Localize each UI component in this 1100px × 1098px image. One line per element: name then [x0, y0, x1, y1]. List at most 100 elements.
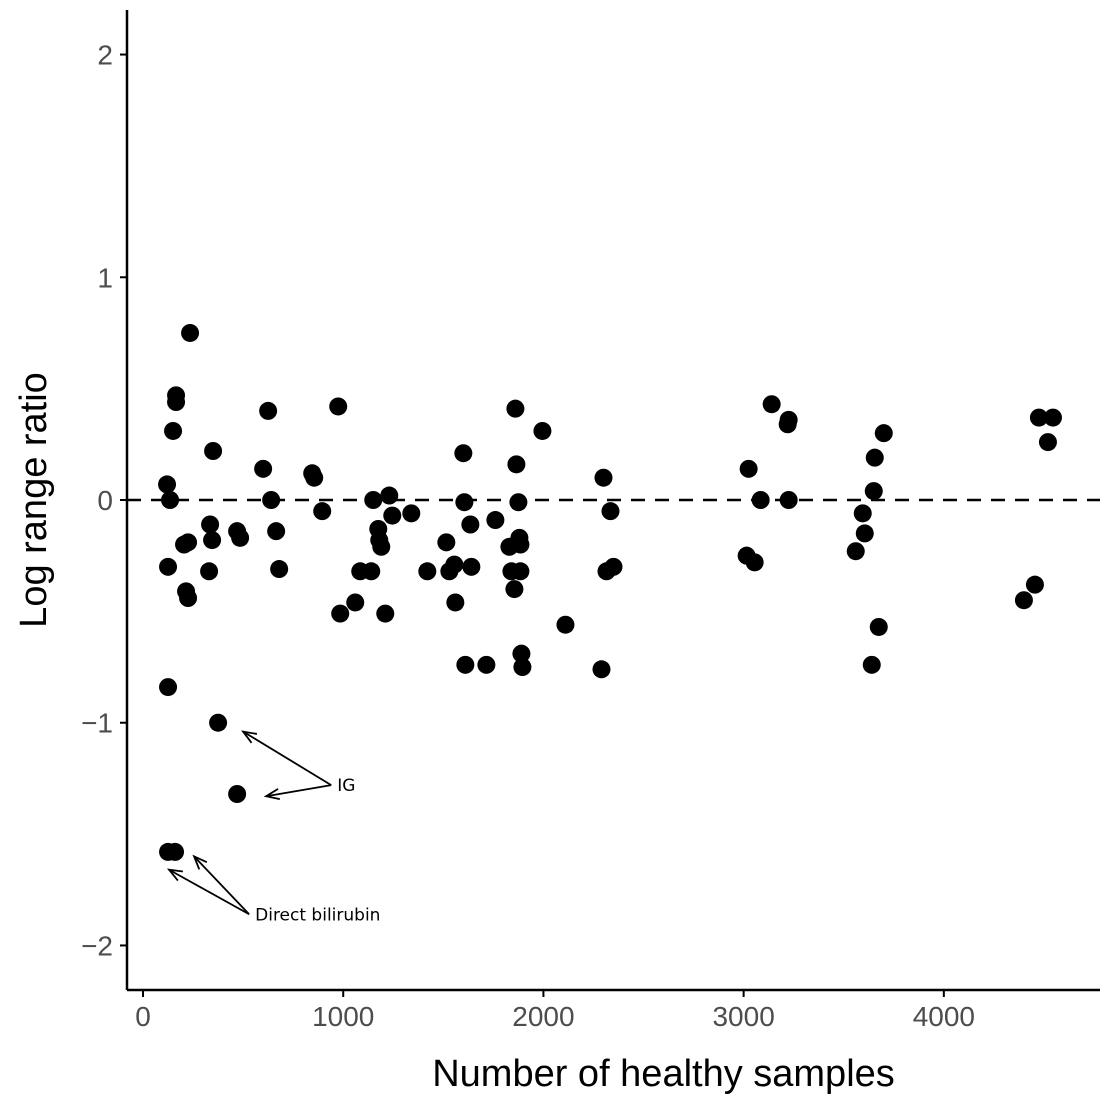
data-point: [181, 323, 200, 342]
data-point: [161, 491, 180, 509]
data-point: [1014, 591, 1033, 610]
x-axis-title: Number of healthy samples: [432, 1053, 895, 1095]
data-point: [505, 580, 524, 599]
annotation-arrow: [242, 730, 332, 786]
x-tick-label: 2000: [512, 1001, 574, 1032]
y-tick-label: 1: [97, 262, 113, 293]
data-point: [511, 562, 530, 581]
data-point: [402, 504, 421, 523]
data-point: [418, 562, 437, 581]
data-point: [446, 593, 465, 612]
data-point: [862, 655, 881, 674]
data-point: [267, 522, 286, 541]
data-point: [204, 442, 223, 460]
data-point: [1038, 433, 1057, 452]
annotation-arrowhead: [263, 788, 281, 801]
data-point: [305, 468, 324, 487]
data-point: [865, 448, 884, 467]
x-tick-label: 4000: [913, 1001, 975, 1032]
data-point: [751, 491, 770, 509]
y-ticks: −2 −1 0 1 2: [81, 40, 127, 961]
data-point: [1025, 575, 1044, 594]
annotation-label: IG: [337, 776, 355, 796]
data-point: [1029, 408, 1048, 427]
data-point: [511, 535, 530, 554]
data-point: [556, 615, 575, 634]
annotation-arrow: [193, 855, 250, 915]
data-point: [779, 491, 798, 509]
data-point: [331, 604, 350, 623]
annotation-layer: IG Direct bilirubin: [166, 730, 380, 925]
plot-area: IG Direct bilirubin: [127, 323, 1100, 925]
data-point: [739, 459, 758, 478]
data-point: [254, 459, 273, 478]
data-point: [270, 560, 289, 579]
data-point: [372, 537, 391, 556]
data-point: [486, 511, 505, 530]
y-tick-label: −2: [81, 930, 113, 961]
data-point: [201, 515, 220, 534]
data-point: [456, 655, 475, 674]
y-tick-label: 0: [97, 485, 113, 516]
annotation-arrowhead: [192, 854, 208, 870]
data-point: [512, 644, 531, 663]
data-point: [477, 655, 496, 674]
data-point: [329, 397, 348, 416]
annotation-arrowhead: [166, 868, 184, 882]
data-point: [462, 557, 481, 576]
data-point: [513, 658, 532, 677]
axes: 0 1000 2000 3000 4000 −2 −1 0 1 2: [81, 10, 1100, 1032]
data-point: [159, 557, 178, 576]
data-point: [262, 491, 281, 509]
data-point: [745, 553, 764, 572]
y-tick-label: 2: [97, 40, 113, 71]
data-point: [437, 533, 456, 552]
data-point: [364, 491, 383, 509]
x-tick-label: 3000: [712, 1001, 774, 1032]
data-point: [175, 535, 194, 554]
data-point: [762, 395, 781, 414]
data-point: [461, 515, 480, 534]
data-point: [855, 524, 874, 543]
data-point: [506, 399, 525, 418]
data-point: [1043, 408, 1062, 427]
data-point: [509, 493, 528, 512]
x-tick-label: 0: [135, 1001, 151, 1032]
annotation-arrowhead: [241, 730, 258, 744]
annotation-arrow: [168, 868, 250, 916]
data-point: [228, 785, 247, 803]
data-point: [313, 502, 332, 521]
data-point: [454, 444, 473, 463]
data-point: [259, 401, 278, 420]
annotation-arrow: [265, 784, 332, 798]
data-point: [779, 410, 798, 429]
data-point: [200, 562, 219, 581]
data-point: [592, 660, 611, 679]
x-tick-label: 1000: [312, 1001, 374, 1032]
y-axis-title: Log range ratio: [13, 372, 55, 628]
points-layer: [158, 323, 1062, 861]
data-point: [507, 455, 526, 474]
data-point: [869, 617, 888, 636]
data-point: [874, 424, 893, 443]
data-point: [158, 475, 177, 494]
data-point: [164, 421, 183, 440]
data-point: [346, 593, 365, 612]
data-point: [209, 713, 228, 732]
data-point: [380, 486, 399, 505]
data-point: [376, 604, 395, 623]
data-point: [179, 589, 198, 607]
data-point: [533, 421, 552, 440]
data-point: [383, 506, 402, 525]
data-point: [203, 531, 222, 550]
y-tick-label: −1: [81, 708, 113, 739]
data-point: [231, 528, 250, 547]
data-point: [601, 502, 620, 521]
data-point: [445, 555, 464, 574]
data-point: [864, 482, 883, 501]
data-point: [362, 562, 381, 581]
annotation-label: Direct bilirubin: [255, 905, 380, 925]
data-point: [853, 504, 872, 523]
data-point: [167, 393, 186, 411]
